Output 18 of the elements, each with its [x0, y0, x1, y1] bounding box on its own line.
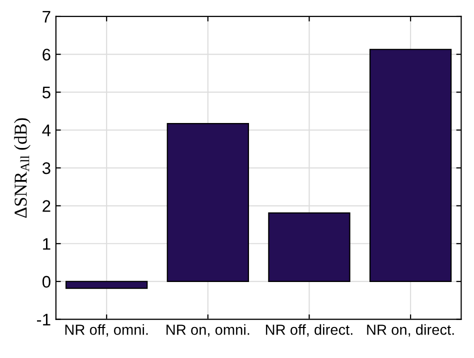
x-tick-label: NR on, direct.: [367, 324, 454, 337]
y-tick-label: 1: [43, 238, 50, 250]
y-tick-label: 3: [42, 162, 50, 174]
y-tick-label: 2: [42, 200, 50, 212]
y-tick-label: 5: [42, 86, 50, 98]
y-tick-label: 4: [42, 124, 51, 136]
y-tick-label: -1: [36, 314, 50, 326]
y-axis-title: ΔSNR$_{All}$ (dB): [14, 118, 30, 218]
bar: [268, 212, 350, 282]
bar: [369, 48, 452, 282]
y-tick-label: 7: [42, 11, 50, 23]
x-tick-label: NR off, omni.: [65, 324, 148, 337]
bar: [166, 123, 249, 282]
x-tick-label: NR off, direct.: [266, 324, 352, 337]
bar: [66, 280, 148, 289]
y-tick-label: 6: [42, 48, 50, 61]
y-tick-label: 0: [42, 276, 50, 288]
x-tick-label: NR on, omni.: [166, 324, 250, 337]
